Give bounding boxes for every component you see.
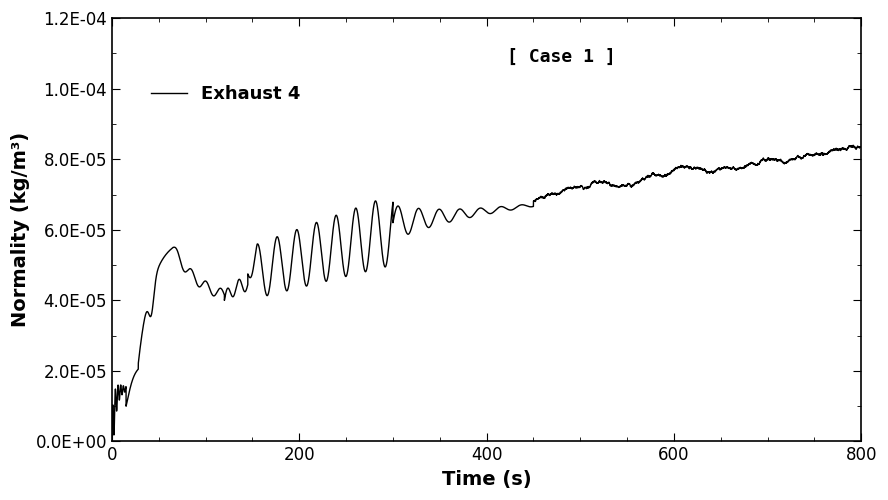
- Exhaust 4: [848, 142, 859, 148]
- Exhaust 4: [856, 144, 867, 150]
- X-axis label: Time (s): Time (s): [441, 470, 531, 489]
- Exhaust 4: [702, 168, 713, 174]
- Exhaust 4: [550, 190, 560, 196]
- Exhaust 4: [583, 186, 593, 192]
- Exhaust 4: [107, 438, 117, 444]
- Y-axis label: Normality (kg/m³): Normality (kg/m³): [12, 132, 30, 328]
- Legend: Exhaust 4: Exhaust 4: [144, 78, 308, 110]
- Exhaust 4: [662, 171, 673, 177]
- Text: [ Case 1 ]: [ Case 1 ]: [507, 48, 616, 66]
- Exhaust 4: [378, 258, 389, 264]
- Line: Exhaust 4: Exhaust 4: [112, 146, 861, 442]
- Exhaust 4: [145, 313, 155, 319]
